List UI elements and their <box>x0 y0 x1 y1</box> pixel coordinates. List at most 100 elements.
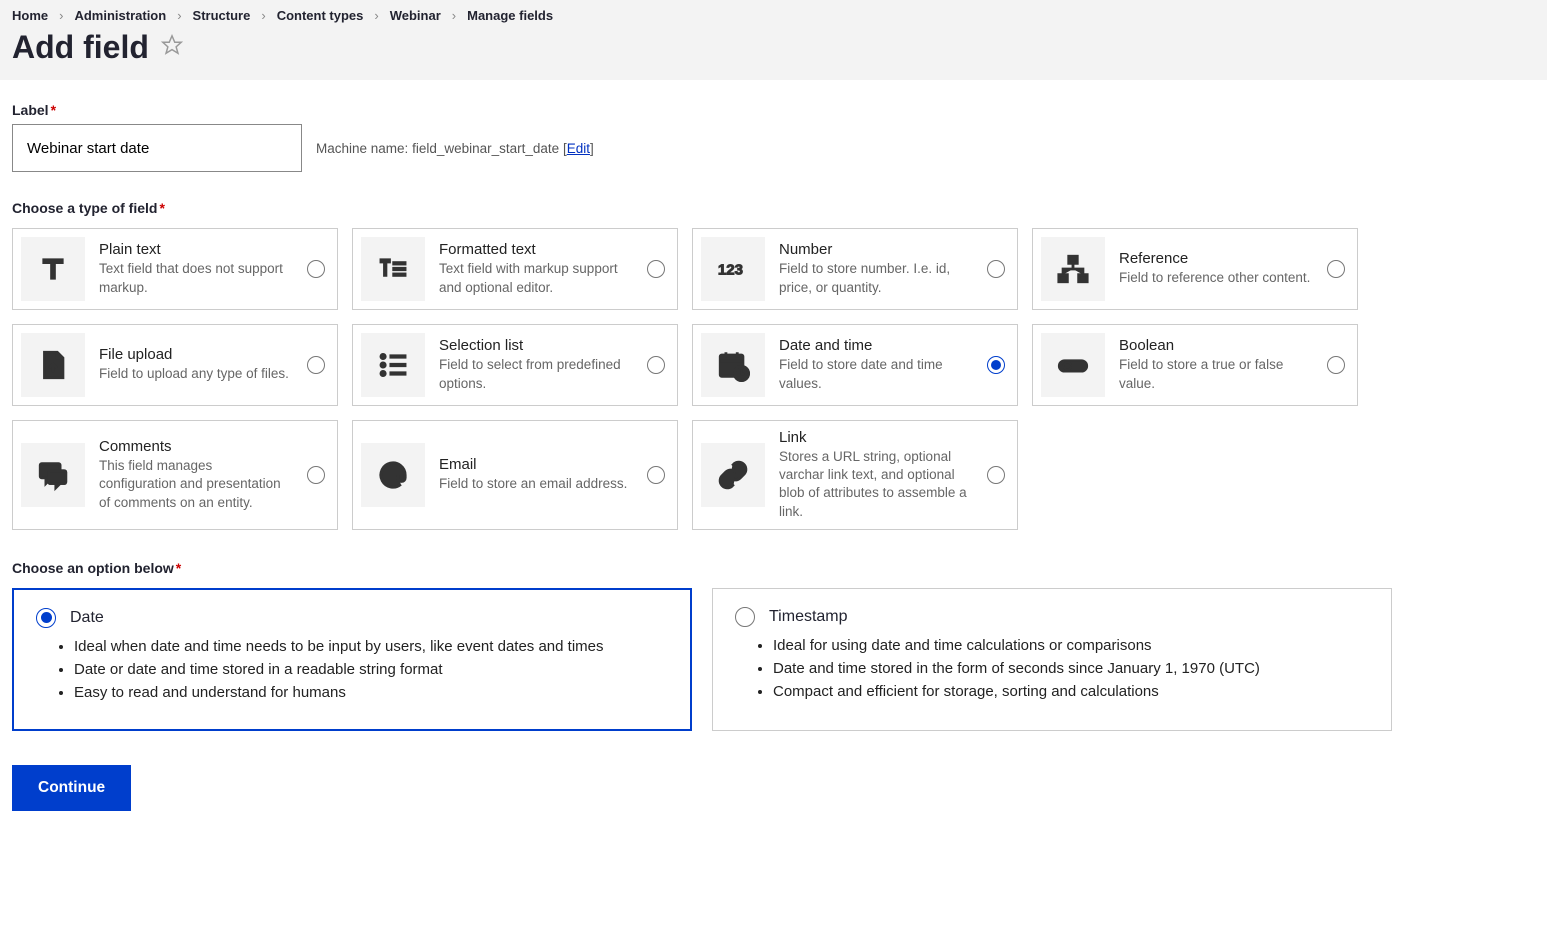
toggle-icon <box>1041 333 1105 397</box>
selection-list-icon <box>361 333 425 397</box>
option-bullet: Easy to read and understand for humans <box>74 684 668 701</box>
breadcrumb-item[interactable]: Manage fields <box>467 8 553 23</box>
option-title: Date <box>70 609 104 627</box>
field-type-desc: Field to upload any type of files. <box>99 365 293 383</box>
chevron-right-icon: › <box>261 8 265 23</box>
field-type-grid: Plain text Text field that does not suppo… <box>12 228 1535 530</box>
chevron-right-icon: › <box>452 8 456 23</box>
choose-option-label: Choose an option below* <box>12 560 1535 576</box>
breadcrumb: Home › Administration › Structure › Content ty… <box>12 8 1535 23</box>
field-type-card-email[interactable]: Email Field to store an email address. <box>352 420 678 530</box>
field-type-card-formatted-text[interactable]: Formatted textText field with markup sup… <box>352 228 678 310</box>
field-type-desc: Field to store an email address. <box>439 475 633 493</box>
field-type-body: Plain text Text field that does not suppo… <box>99 241 293 296</box>
field-type-desc: Field to store date and time values. <box>779 356 973 392</box>
breadcrumb-item[interactable]: Structure <box>193 8 251 23</box>
field-type-title: Date and time <box>779 337 973 354</box>
breadcrumb-item[interactable]: Administration <box>74 8 166 23</box>
field-type-desc: Field to store number. I.e. id, price, o… <box>779 260 973 296</box>
radio-indicator <box>735 607 755 627</box>
field-type-body: Selection list Field to select from prede… <box>439 337 633 392</box>
option-bullets: Ideal when date and time needs to be inp… <box>36 638 668 701</box>
label-input[interactable] <box>12 124 302 172</box>
option-head: Date <box>36 608 668 628</box>
breadcrumb-item[interactable]: Content types <box>277 8 364 23</box>
choose-option-text: Choose an option below <box>12 560 174 576</box>
radio-indicator <box>1327 260 1345 278</box>
page-header: Home › Administration › Structure › Content ty… <box>0 0 1547 80</box>
field-type-body: Boolean Field to store a true or false va… <box>1119 337 1313 392</box>
breadcrumb-item[interactable]: Webinar <box>390 8 441 23</box>
field-type-body: Formatted textText field with markup sup… <box>439 241 633 296</box>
field-type-body: Comments This field manages configuration… <box>99 438 293 512</box>
option-bullet: Compact and efficient for storage, sorti… <box>773 683 1369 700</box>
option-bullets: Ideal for using date and time calculatio… <box>735 637 1369 700</box>
field-type-title: Number <box>779 241 973 258</box>
option-title: Timestamp <box>769 608 848 626</box>
radio-indicator <box>307 260 325 278</box>
chevron-right-icon: › <box>374 8 378 23</box>
page-title-row: Add field <box>12 29 1535 66</box>
email-at-icon <box>361 443 425 507</box>
field-type-card-reference[interactable]: Reference Field to reference other conten… <box>1032 228 1358 310</box>
machine-name: Machine name: field_webinar_start_date [… <box>316 141 594 156</box>
field-type-desc: Field to select from predefined options. <box>439 356 633 392</box>
choose-type-label: Choose a type of field* <box>12 200 1535 216</box>
star-outline-icon[interactable] <box>161 34 183 62</box>
field-type-card-number[interactable]: 123 Number Field to store number. I.e. id,… <box>692 228 1018 310</box>
field-type-desc: Field to store a true or false value. <box>1119 356 1313 392</box>
option-bullet: Date and time stored in the form of seco… <box>773 660 1369 677</box>
formatted-text-icon <box>361 237 425 301</box>
required-asterisk: * <box>159 200 164 216</box>
field-type-title: Plain text <box>99 241 293 258</box>
label-row: Machine name: field_webinar_start_date [… <box>12 124 1535 172</box>
field-type-title: Email <box>439 456 633 473</box>
field-type-body: Number Field to store number. I.e. id, pr… <box>779 241 973 296</box>
machine-name-edit-link[interactable]: Edit <box>567 141 590 156</box>
field-type-body: Date and time Field to store date and tim… <box>779 337 973 392</box>
field-type-title: Boolean <box>1119 337 1313 354</box>
link-icon <box>701 443 765 507</box>
continue-button[interactable]: Continue <box>12 765 131 811</box>
option-card-date[interactable]: Date Ideal when date and time needs to be… <box>12 588 692 731</box>
radio-indicator <box>987 356 1005 374</box>
field-type-card-selection-list[interactable]: Selection list Field to select from prede… <box>352 324 678 406</box>
field-type-desc: Text field that does not support markup. <box>99 260 293 296</box>
content: Label* Machine name: field_webinar_start… <box>0 80 1547 833</box>
field-type-title: File upload <box>99 346 293 363</box>
field-type-card-boolean[interactable]: Boolean Field to store a true or false va… <box>1032 324 1358 406</box>
option-bullet: Ideal for using date and time calculatio… <box>773 637 1369 654</box>
field-type-card-date-time[interactable]: Date and time Field to store date and tim… <box>692 324 1018 406</box>
option-bullet: Ideal when date and time needs to be inp… <box>74 638 668 655</box>
page-title: Add field <box>12 29 149 66</box>
field-type-card-plain-text[interactable]: Plain text Text field that does not suppo… <box>12 228 338 310</box>
svg-text:123: 123 <box>718 262 743 279</box>
chevron-right-icon: › <box>177 8 181 23</box>
file-upload-icon <box>21 333 85 397</box>
number-123-icon: 123 <box>701 237 765 301</box>
field-type-title: Comments <box>99 438 293 455</box>
radio-indicator <box>307 466 325 484</box>
field-type-desc: Field to reference other content. <box>1119 269 1313 287</box>
field-type-desc: This field manages configuration and pre… <box>99 457 293 512</box>
chevron-right-icon: › <box>59 8 63 23</box>
field-type-title: Formatted text <box>439 241 633 258</box>
field-type-title: Selection list <box>439 337 633 354</box>
field-type-card-comments[interactable]: Comments This field manages configuration… <box>12 420 338 530</box>
choose-type-text: Choose a type of field <box>12 200 157 216</box>
option-card-timestamp[interactable]: Timestamp Ideal for using date and time c… <box>712 588 1392 731</box>
field-type-card-link[interactable]: Link Stores a URL string, optional varcha… <box>692 420 1018 530</box>
radio-indicator <box>1327 356 1345 374</box>
field-type-body: File upload Field to upload any type of f… <box>99 346 293 383</box>
field-type-title: Link <box>779 429 973 446</box>
option-bullet: Date or date and time stored in a readab… <box>74 661 668 678</box>
field-type-title: Reference <box>1119 250 1313 267</box>
field-type-body: Link Stores a URL string, optional varcha… <box>779 429 973 521</box>
radio-indicator <box>987 260 1005 278</box>
calendar-icon <box>701 333 765 397</box>
radio-indicator <box>307 356 325 374</box>
label-field-label: Label* <box>12 102 1535 118</box>
field-type-card-file-upload[interactable]: File upload Field to upload any type of f… <box>12 324 338 406</box>
field-type-desc: Stores a URL string, optional varchar li… <box>779 448 973 521</box>
breadcrumb-item[interactable]: Home <box>12 8 48 23</box>
